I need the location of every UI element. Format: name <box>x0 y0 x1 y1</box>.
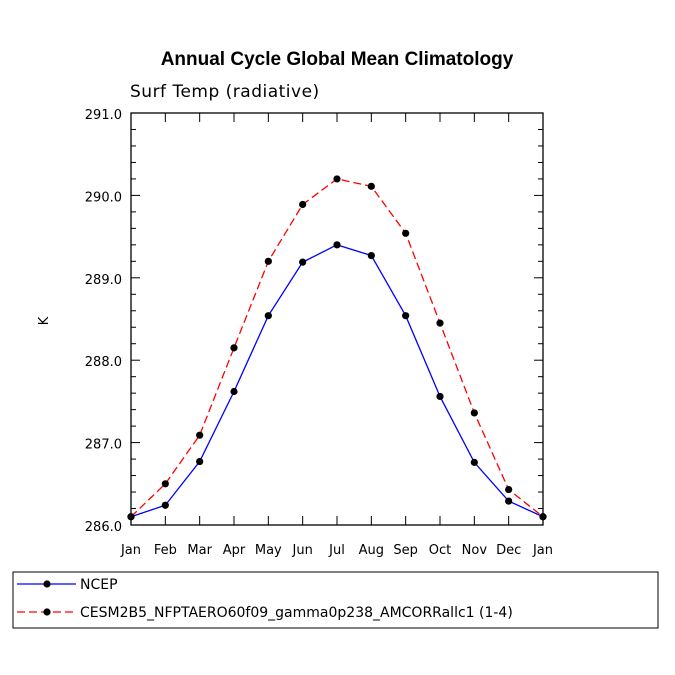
series-line-1 <box>130 178 544 518</box>
x-tick-label: Jan <box>120 543 141 558</box>
series-0-point-7 <box>367 251 375 260</box>
series-0-point-2 <box>196 457 204 466</box>
series-1-point-4 <box>264 257 272 265</box>
series-1-point-9 <box>436 319 444 327</box>
plot-frame <box>130 112 544 526</box>
series-1-point-7 <box>367 182 375 190</box>
series-0-point-1 <box>161 501 169 509</box>
x-tick-label: Sep <box>393 543 418 558</box>
series-0-point-10 <box>470 458 478 466</box>
legend-label-cesm: CESM2B5_NFPTAERO60f09_gamma0p238_AMCORRa… <box>80 605 513 621</box>
series-0-point-5 <box>299 258 307 266</box>
series-0-point-3 <box>230 387 238 396</box>
axis-ticks <box>130 112 544 526</box>
y-axis-label: K <box>37 316 52 325</box>
y-tick-labels: 286.0 287.0 288.0 289.0 290.0 291.0 <box>85 108 122 535</box>
series-1-point-5 <box>299 200 307 209</box>
series-1-point-1 <box>161 480 169 488</box>
series-0-point-9 <box>436 392 444 401</box>
x-tick-label: Feb <box>154 543 177 558</box>
y-tick-label: 289.0 <box>85 273 122 288</box>
x-tick-labels: Jan Feb Mar Apr May Jun Jul Aug Sep Oct Nov Dec Jan <box>120 543 553 558</box>
chart-title: Annual Cycle Global Mean Climatology <box>161 49 514 70</box>
x-tick-label: Aug <box>359 543 384 558</box>
legend-box <box>12 571 659 629</box>
legend-marker-cesm <box>43 608 51 616</box>
x-tick-label: Jun <box>292 543 313 558</box>
y-tick-label: 286.0 <box>85 520 122 535</box>
chart-subtitle: Surf Temp (radiative) <box>130 82 320 102</box>
series-line-0 <box>130 244 544 518</box>
y-tick-label: 290.0 <box>85 190 122 205</box>
x-tick-label: Mar <box>187 543 212 558</box>
series-1-point-0 <box>127 513 135 521</box>
series-1-point-10 <box>470 409 478 417</box>
series-0-point-4 <box>264 312 272 320</box>
series-1-point-2 <box>196 431 204 439</box>
x-tick-label: Apr <box>223 543 246 558</box>
x-tick-label: Dec <box>496 543 521 558</box>
x-tick-label: Jul <box>328 543 345 558</box>
legend: NCEP CESM2B5_NFPTAERO60f09_gamma0p238_AM… <box>12 571 659 629</box>
legend-label-ncep: NCEP <box>80 577 118 593</box>
x-tick-label: May <box>255 543 282 558</box>
y-tick-label: 291.0 <box>85 108 122 123</box>
x-tick-label: Jan <box>532 543 553 558</box>
series-1-point-6 <box>333 175 341 183</box>
series-0-point-8 <box>402 312 410 320</box>
series-layer <box>127 175 547 521</box>
legend-marker-ncep <box>43 580 51 588</box>
y-tick-label: 288.0 <box>85 355 122 370</box>
series-0-point-6 <box>333 241 341 249</box>
x-tick-label: Oct <box>429 543 451 558</box>
y-tick-label: 287.0 <box>85 438 122 453</box>
series-0-point-11 <box>505 497 513 505</box>
series-1-point-11 <box>505 485 513 494</box>
series-1-point-12 <box>539 513 547 521</box>
series-1-point-3 <box>230 344 238 352</box>
series-1-point-8 <box>402 229 410 237</box>
x-tick-label: Nov <box>462 543 488 558</box>
